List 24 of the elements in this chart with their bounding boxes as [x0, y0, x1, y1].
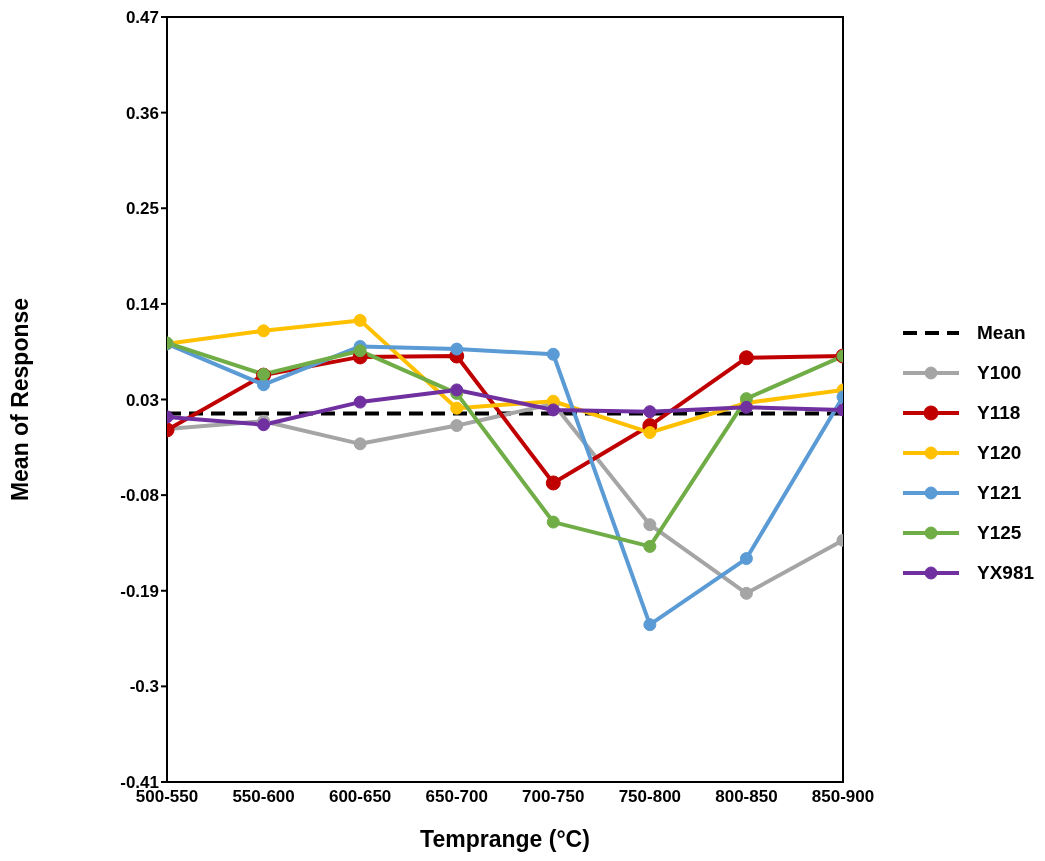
legend-label: Y120 [977, 442, 1022, 464]
legend-label: Y121 [977, 482, 1022, 504]
x-tick-label: 700-750 [522, 787, 585, 807]
y-axis-title: Mean of Response [7, 297, 34, 502]
x-tick-label: 850-900 [811, 787, 875, 807]
legend-label: YX981 [977, 562, 1035, 584]
x-tick-label: 550-600 [232, 787, 295, 807]
y-tick-label: 0.03 [125, 390, 159, 410]
x-tick-label: 650-700 [425, 787, 488, 807]
legend-label: Mean [977, 322, 1026, 344]
x-tick-label: 750-800 [618, 787, 682, 807]
legend-label: Y118 [977, 402, 1021, 424]
x-axis-title: Temprange (°C) [420, 826, 590, 852]
y-tick-label: -0.08 [120, 486, 159, 506]
y-tick-label: 0.14 [125, 294, 160, 314]
x-tick-label: 800-850 [715, 787, 778, 807]
y-tick-label: 0.47 [125, 8, 159, 28]
y-tick-label: -0.3 [129, 677, 159, 697]
y-tick-label: 0.36 [125, 103, 159, 123]
legend-label: Y125 [977, 522, 1022, 544]
y-tick-label: 0.25 [125, 199, 159, 219]
y-tick-label: -0.19 [120, 581, 159, 601]
x-tick-label: 600-650 [328, 787, 392, 807]
legend-label: Y100 [977, 362, 1022, 384]
